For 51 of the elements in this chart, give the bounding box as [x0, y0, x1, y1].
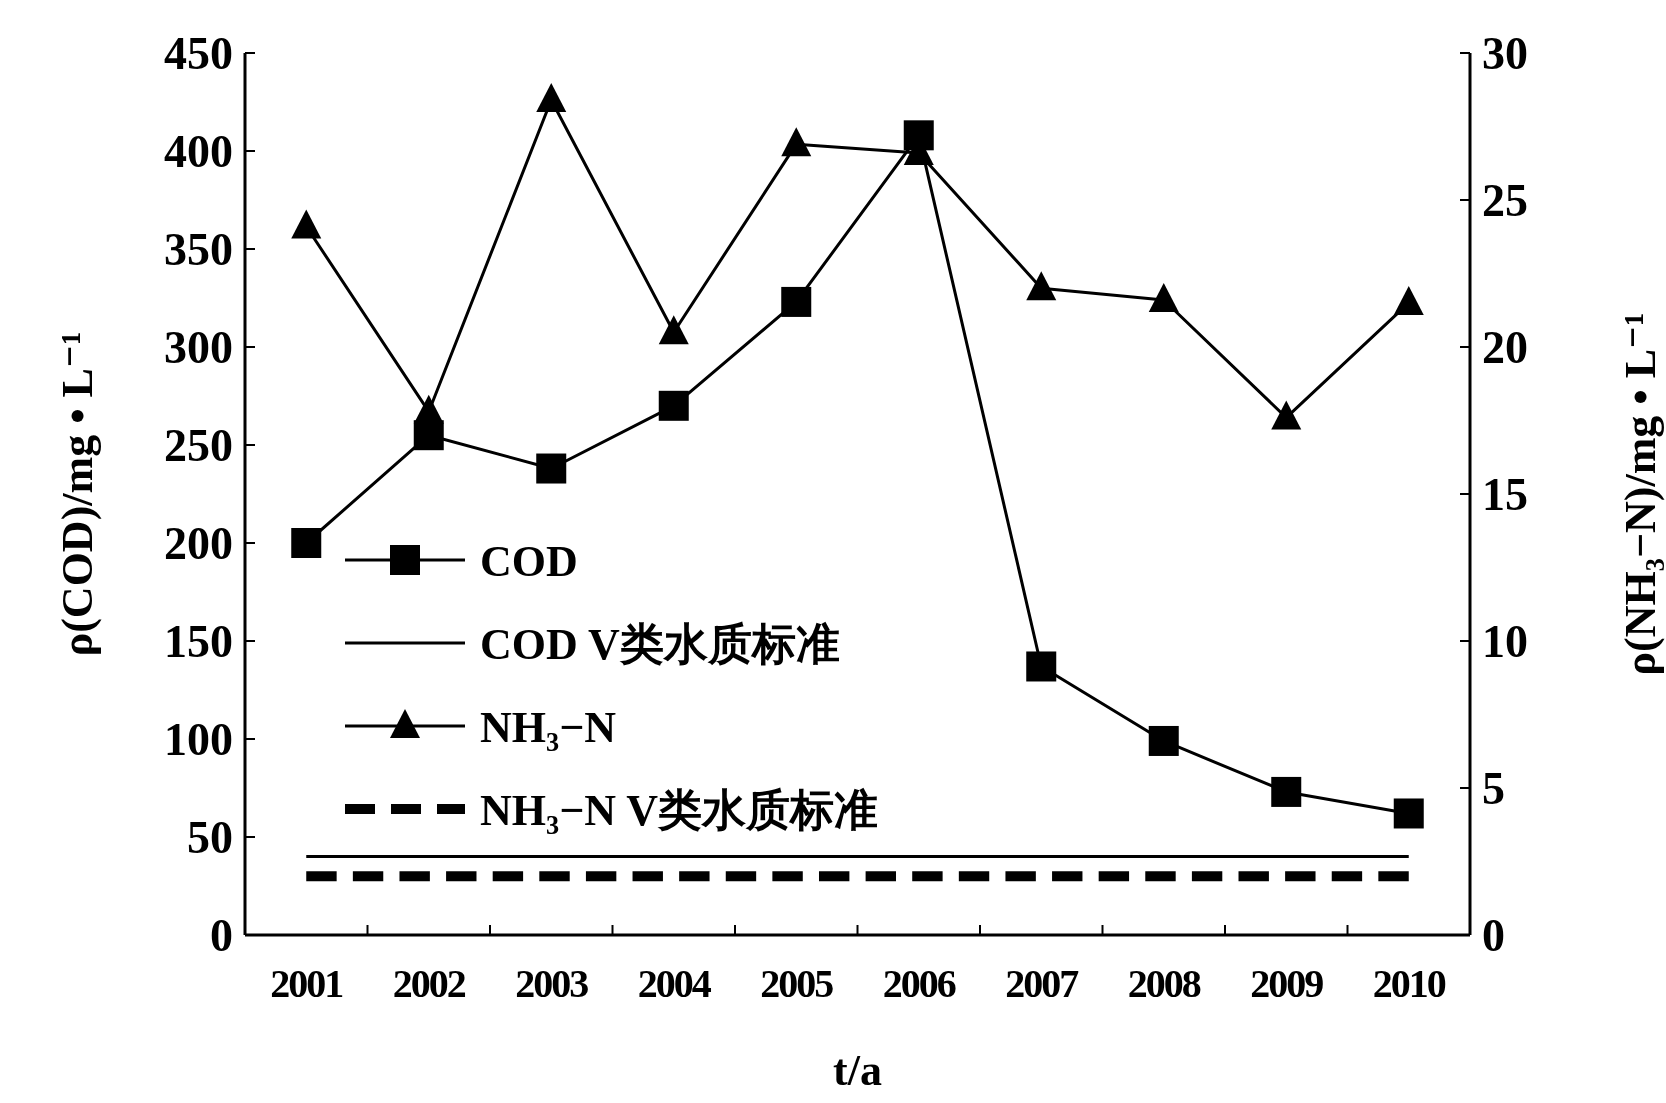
point [1393, 798, 1424, 829]
x-axis-title: t/a [833, 1046, 882, 1095]
y-tick-label: 100 [164, 714, 233, 765]
point [1393, 285, 1424, 315]
x-tick-label: 2002 [392, 961, 466, 1006]
x-tick-label: 2010 [1372, 961, 1446, 1006]
legend-label: COD [480, 537, 578, 586]
point [1026, 651, 1057, 682]
y-tick-label: 200 [164, 518, 233, 569]
legend-label: NH₃−N V类水质标准 [480, 786, 879, 835]
y-tick-label: 250 [164, 420, 233, 471]
y-tick-label: 150 [164, 616, 233, 667]
y2-tick-label: 5 [1482, 763, 1505, 814]
point [291, 528, 322, 558]
point [658, 315, 689, 345]
x-tick-label: 2005 [760, 961, 834, 1006]
y2-tick-label: 20 [1482, 322, 1528, 373]
point [1148, 725, 1179, 756]
x-tick-label: 2001 [270, 961, 343, 1006]
x-tick-label: 2006 [882, 961, 956, 1006]
y2-tick-label: 0 [1482, 910, 1505, 961]
y-tick-label: 50 [187, 812, 233, 863]
legend-label: COD V类水质标准 [480, 620, 840, 669]
x-tick-label: 2003 [515, 961, 589, 1006]
x-tick-label: 2004 [637, 961, 712, 1006]
point [1148, 282, 1179, 312]
y-tick-label: 450 [164, 28, 233, 79]
y-tick-label: 300 [164, 322, 233, 373]
point [1026, 271, 1057, 301]
point [781, 127, 812, 157]
point [781, 286, 812, 317]
y-tick-label: 0 [210, 910, 233, 961]
point [1271, 776, 1302, 807]
point [291, 209, 322, 239]
y-tick-label: 400 [164, 126, 233, 177]
x-tick-label: 2008 [1127, 961, 1201, 1006]
point [536, 453, 567, 484]
y-axis-title: ρ(COD)/mg • L⁻¹ [53, 331, 102, 657]
point [536, 83, 567, 113]
y2-tick-label: 15 [1482, 469, 1528, 520]
y2-tick-label: 25 [1482, 175, 1528, 226]
y-tick-label: 350 [164, 224, 233, 275]
point [413, 394, 444, 424]
y2-tick-label: 30 [1482, 28, 1528, 79]
x-tick-label: 2009 [1250, 961, 1324, 1006]
x-tick-label: 2007 [1005, 961, 1080, 1006]
legend-label: NH₃−N [480, 703, 617, 752]
y2-axis-title: ρ(NH₃−N)/mg • L⁻¹ [1616, 312, 1665, 676]
point [1271, 400, 1302, 430]
y2-tick-label: 10 [1482, 616, 1528, 667]
point [658, 390, 689, 421]
